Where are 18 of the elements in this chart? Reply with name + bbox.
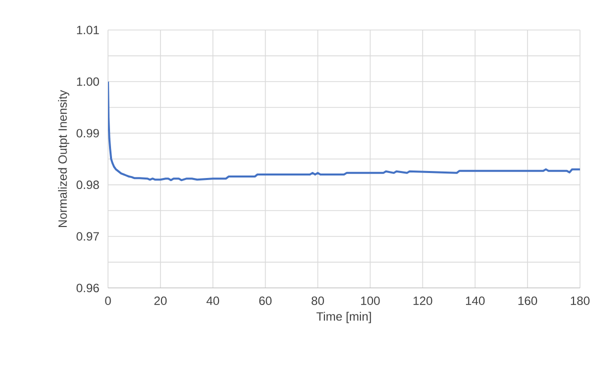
y-tick-label: 0.98 xyxy=(76,180,99,190)
x-tick-label: 180 xyxy=(570,296,590,306)
y-tick-label: 1.01 xyxy=(77,26,99,34)
x-tick-label: 120 xyxy=(414,296,432,306)
x-tick-label: 60 xyxy=(259,296,272,306)
x-tick-label: 40 xyxy=(206,296,220,306)
y-axis-title: Normalized Outpt Inensity xyxy=(58,90,70,228)
x-tick-label: 0 xyxy=(105,296,111,306)
y-tick-label: 0.96 xyxy=(76,284,99,292)
y-tick-label: 0.99 xyxy=(76,128,99,138)
x-tick-label: 140 xyxy=(466,296,485,306)
x-tick-label: 20 xyxy=(154,296,167,306)
y-tick-label: 0.97 xyxy=(76,232,99,241)
x-tick-label: 160 xyxy=(518,296,538,306)
x-tick-label: 100 xyxy=(361,296,380,306)
x-tick-label: 80 xyxy=(312,296,324,306)
x-axis-title: Time [min] xyxy=(316,312,371,324)
y-tick-label: 1.00 xyxy=(77,77,100,86)
